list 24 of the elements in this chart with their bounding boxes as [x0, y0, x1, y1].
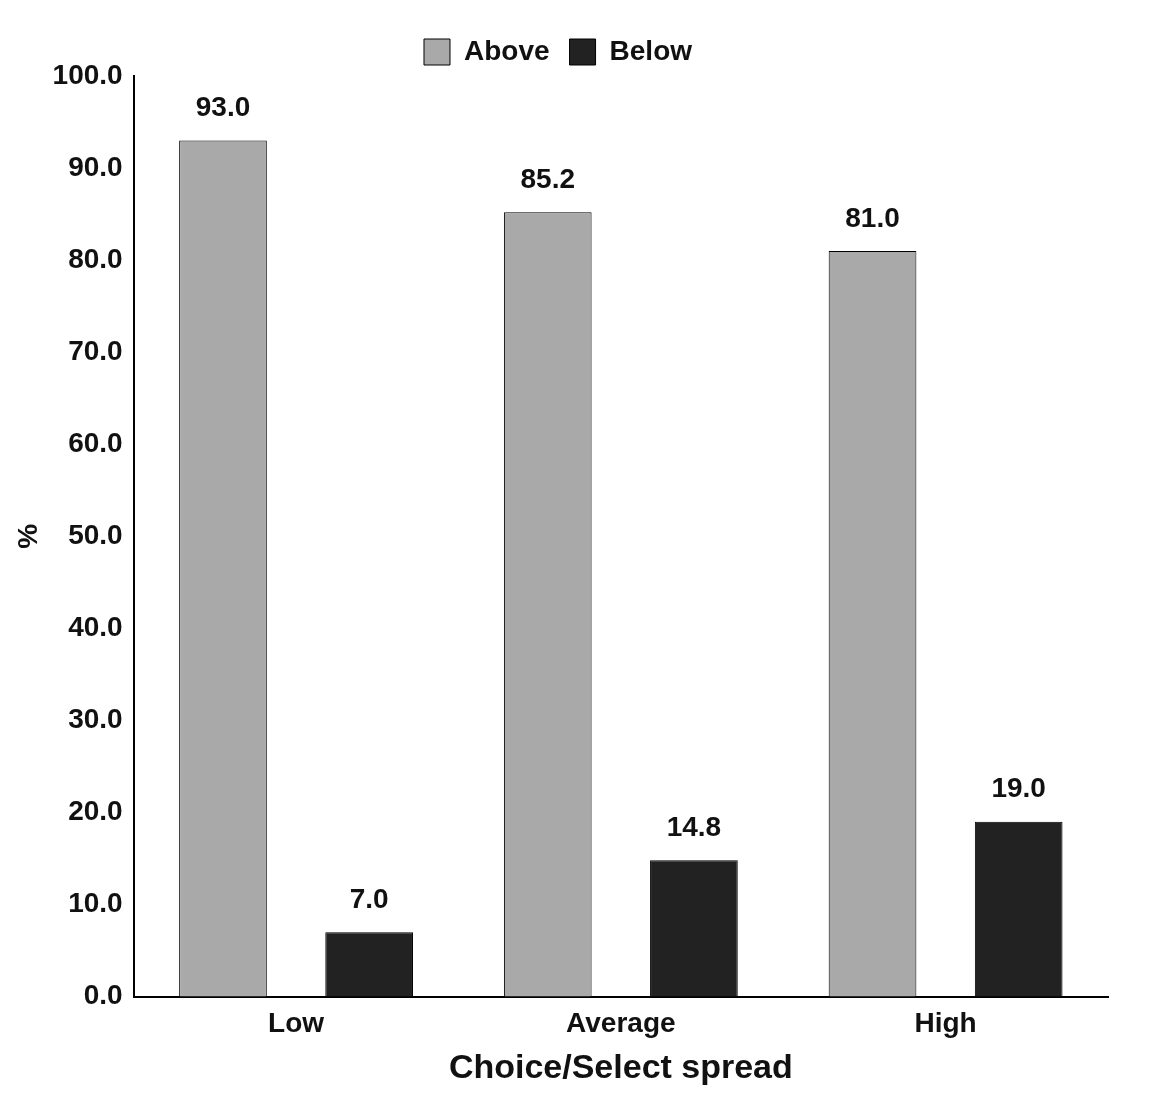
y-tick-label: 10.0 — [68, 887, 123, 919]
x-tick-label: Low — [268, 1007, 325, 1039]
y-tick-label: 30.0 — [68, 703, 123, 735]
data-label: 7.0 — [349, 882, 389, 914]
data-label: 85.2 — [520, 162, 576, 194]
y-tick-label: 80.0 — [68, 242, 123, 274]
y-axis-title: % — [11, 523, 43, 549]
y-tick-label: 90.0 — [68, 150, 123, 182]
x-tick-label: Average — [566, 1007, 676, 1039]
x-axis-title: Choice/Select spread — [448, 1046, 793, 1085]
y-tick-label: 0.0 — [83, 979, 123, 1011]
data-label: 14.8 — [666, 811, 722, 843]
y-tick-label: 20.0 — [68, 795, 123, 827]
y-tick-label: 50.0 — [68, 519, 123, 551]
x-tick-label: High — [914, 1007, 977, 1039]
y-tick-label: 60.0 — [68, 426, 123, 458]
data-label: 93.0 — [195, 91, 251, 123]
data-label: 19.0 — [991, 772, 1046, 804]
y-tick-label: 40.0 — [68, 611, 123, 643]
data-label: 81.0 — [845, 201, 900, 233]
y-tick-label: 70.0 — [68, 334, 123, 366]
legend-label: Above — [463, 34, 550, 66]
legend-label: Below — [609, 34, 693, 66]
y-tick-label: 100.0 — [52, 58, 123, 90]
